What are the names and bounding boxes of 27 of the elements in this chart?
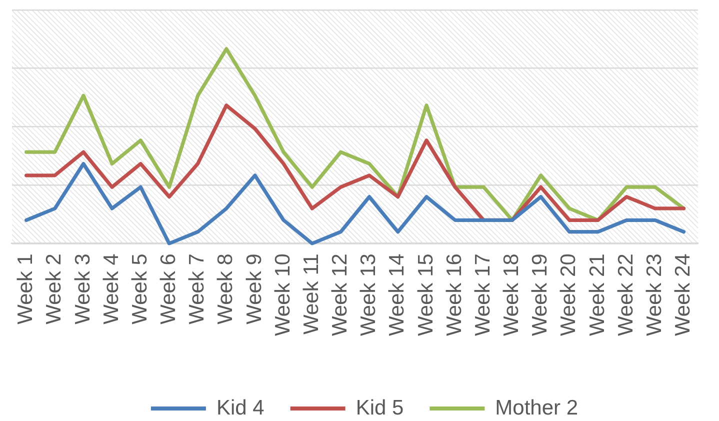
x-tick-label: Week 2 <box>42 254 66 324</box>
x-tick-label: Week 12 <box>328 254 352 336</box>
x-tick-label: Week 13 <box>357 254 380 336</box>
x-tick-label: Week 11 <box>300 254 323 334</box>
x-tick-label: Week 6 <box>157 254 180 324</box>
x-tick-label: Week 5 <box>128 254 152 324</box>
x-tick-label: Week 19 <box>528 254 552 336</box>
x-tick-label: Week 18 <box>500 254 524 336</box>
x-tick-label: Week 7 <box>186 254 209 324</box>
x-tick-label: Week 14 <box>386 253 409 336</box>
x-tick-label: Week 21 <box>586 254 609 336</box>
x-tick-label: Week 10 <box>271 254 294 336</box>
x-tick-label: Week 15 <box>414 254 438 336</box>
legend-label: Mother 2 <box>495 396 578 420</box>
x-tick-label: Week 17 <box>471 254 494 336</box>
x-tick-label: Week 8 <box>214 254 238 324</box>
x-tick-label: Week 20 <box>557 254 580 336</box>
x-tick-label: Week 9 <box>242 254 266 324</box>
x-tick-label: Week 22 <box>614 254 638 336</box>
x-tick-label: Week 23 <box>642 254 666 336</box>
x-tick-label: Week 16 <box>442 254 466 336</box>
legend-label: Kid 4 <box>216 396 265 420</box>
x-tick-label: Week 4 <box>100 253 123 324</box>
x-tick-label: Week 3 <box>71 254 94 324</box>
x-tick-label: Week 1 <box>14 254 38 324</box>
x-tick-label: Week 24 <box>672 253 695 336</box>
legend-label: Kid 5 <box>356 396 404 420</box>
